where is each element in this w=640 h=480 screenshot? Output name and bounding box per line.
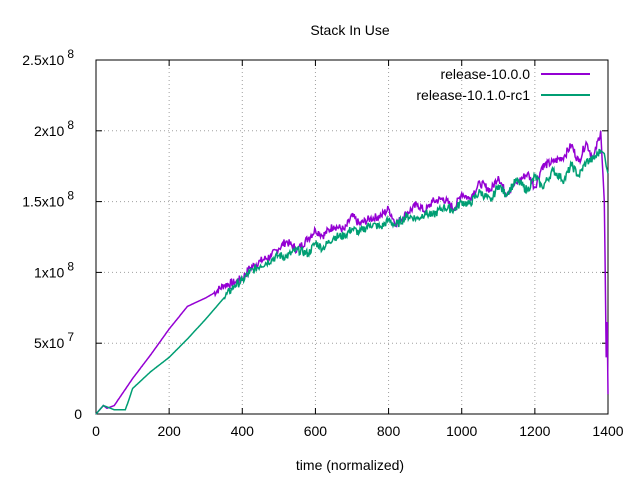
x-tick-label: 200 [157,423,181,439]
x-tick-label: 1400 [592,423,623,439]
x-tick-label: 1000 [446,423,477,439]
y-tick-label: 0 [74,406,82,422]
x-tick-label: 800 [377,423,401,439]
series-line-2 [95,148,609,415]
x-tick-label: 0 [92,423,100,439]
plot-frame [95,59,609,415]
y-tick-label: 5x10 7 [34,330,74,351]
axis-ticks [95,59,609,415]
y-tick-label: 2x10 8 [34,118,74,139]
x-axis-label: time (normalized) [296,457,404,473]
y-tick-label: 2.5x10 8 [22,47,74,68]
y-tick-label: 1.5x10 8 [22,189,74,210]
y-tick-label: 1x10 8 [34,259,74,280]
x-tick-label: 1200 [519,423,550,439]
x-tick-labels: 0 200 400 600 800 1000 1200 1400 [92,423,624,439]
chart-title: Stack In Use [310,22,390,38]
series-line-1 [95,130,609,415]
legend: release-10.0.0 release-10.1.0-rc1 [416,66,590,103]
legend-label: release-10.1.0-rc1 [416,87,530,103]
x-tick-label: 400 [231,423,255,439]
x-tick-label: 600 [304,423,328,439]
legend-label: release-10.0.0 [440,66,530,82]
series-lines [95,130,609,415]
grid-lines [96,60,608,414]
y-tick-labels: 0 5x10 7 1x10 8 1.5x10 8 2x10 8 2.5x10 8 [22,47,82,422]
